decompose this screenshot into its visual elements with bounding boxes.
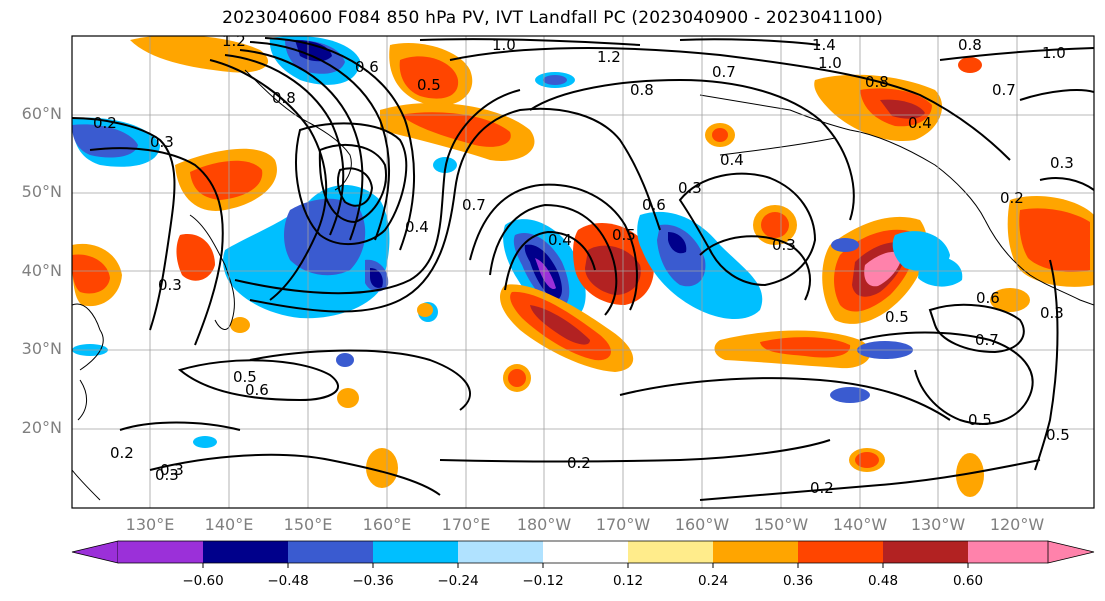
- lat-label-20n: 20°N: [21, 418, 62, 437]
- contour-label: 0.3: [678, 179, 702, 197]
- lat-label-50n: 50°N: [21, 182, 62, 201]
- contour-label: 0.3: [150, 133, 174, 151]
- contour-label: 0.4: [908, 114, 932, 132]
- colorbar: [71, 540, 1095, 568]
- map-title: 2023040600 F084 850 hPa PV, IVT Landfall…: [222, 8, 883, 28]
- colorbar-tick-label: 0.24: [697, 573, 729, 589]
- contour-label: 0.5: [968, 411, 992, 429]
- contour-label: 0.2: [110, 444, 134, 462]
- colorbar-tick-label: −0.36: [352, 573, 394, 589]
- contour-label: 0.2: [810, 479, 834, 497]
- contour-label: 1.0: [1042, 44, 1066, 62]
- contour-label: 0.7: [975, 331, 999, 349]
- colorbar-tick-label: −0.12: [522, 573, 564, 589]
- contour-label: 0.3: [1050, 154, 1074, 172]
- contour-label: 0.3: [155, 466, 179, 484]
- lon-label-170e: 170°E: [441, 515, 491, 534]
- contour-label: 0.7: [992, 81, 1016, 99]
- lat-label-30n: 30°N: [21, 339, 62, 358]
- contour-label: 0.6: [642, 196, 666, 214]
- lat-label-40n: 40°N: [21, 261, 62, 280]
- contour-label: 0.2: [567, 454, 591, 472]
- contour-label: 0.3: [772, 236, 796, 254]
- colorbar-tick-label: −0.48: [267, 573, 309, 589]
- contour-label: 1.2: [597, 48, 621, 66]
- contour-label: 0.5: [885, 308, 909, 326]
- contour-label: 1.4: [812, 36, 836, 54]
- contour-label: 1.0: [492, 36, 516, 54]
- contour-label: 0.3: [158, 276, 182, 294]
- contour-label: 0.5: [233, 368, 257, 386]
- contour-label: 0.2: [93, 114, 117, 132]
- contour-label: 0.4: [720, 151, 744, 169]
- colorbar-tick-label: −0.24: [437, 573, 479, 589]
- contour-label: 0.3: [1040, 304, 1064, 322]
- ivt-contours: [72, 37, 1094, 501]
- lon-label-120w: 120°W: [989, 515, 1045, 534]
- contour-label: 0.4: [548, 231, 572, 249]
- coastlines: [72, 69, 1094, 501]
- lon-label-130w: 130°W: [910, 515, 966, 534]
- colorbar-tick-label: 0.12: [612, 573, 644, 589]
- contour-label: 0.6: [245, 381, 269, 399]
- lat-label-60n: 60°N: [21, 104, 62, 123]
- lon-label-130e: 130°E: [125, 515, 175, 534]
- colorbar-tick-label: 0.48: [867, 573, 899, 589]
- lon-label-150e: 150°E: [283, 515, 333, 534]
- contour-label: 0.7: [712, 63, 736, 81]
- contour-label: 0.3: [160, 461, 184, 479]
- contour-label: 1.2: [222, 32, 246, 50]
- contour-label: 0.5: [417, 76, 441, 94]
- contour-label: 0.5: [1046, 426, 1070, 444]
- colorbar-tick-label: −0.60: [182, 573, 224, 589]
- contour-label: 0.8: [865, 73, 889, 91]
- contour-label: 0.6: [355, 58, 379, 76]
- contour-labels: 1.2 1.0 1.2 0.8 1.4 1.0 0.8 1.0 0.6 0.5 …: [93, 32, 1074, 497]
- colorbar-tick-label: 0.36: [782, 573, 814, 589]
- contour-label: 0.2: [1000, 189, 1024, 207]
- contour-label: 1.0: [818, 54, 842, 72]
- lon-label-150w: 150°W: [753, 515, 809, 534]
- contour-label: 0.8: [958, 36, 982, 54]
- colorbar-tick-label: 0.60: [952, 573, 984, 589]
- lon-label-160e: 160°E: [362, 515, 412, 534]
- lon-label-160w: 160°W: [674, 515, 730, 534]
- map-frame: [71, 35, 1095, 509]
- contour-label: 0.6: [976, 289, 1000, 307]
- lon-label-180w: 180°W: [516, 515, 572, 534]
- contour-label: 0.5: [612, 226, 636, 244]
- contour-label: 0.8: [272, 89, 296, 107]
- contour-label: 0.8: [630, 81, 654, 99]
- lon-label-140e: 140°E: [204, 515, 254, 534]
- contour-label: 0.4: [405, 218, 429, 236]
- map-plot-area: 1.2 1.0 1.2 0.8 1.4 1.0 0.8 1.0 0.6 0.5 …: [72, 32, 1094, 508]
- lon-label-140w: 140°W: [832, 515, 888, 534]
- contour-label: 0.7: [462, 196, 486, 214]
- lon-label-170w: 170°W: [595, 515, 651, 534]
- map-gridlines: [72, 36, 1094, 508]
